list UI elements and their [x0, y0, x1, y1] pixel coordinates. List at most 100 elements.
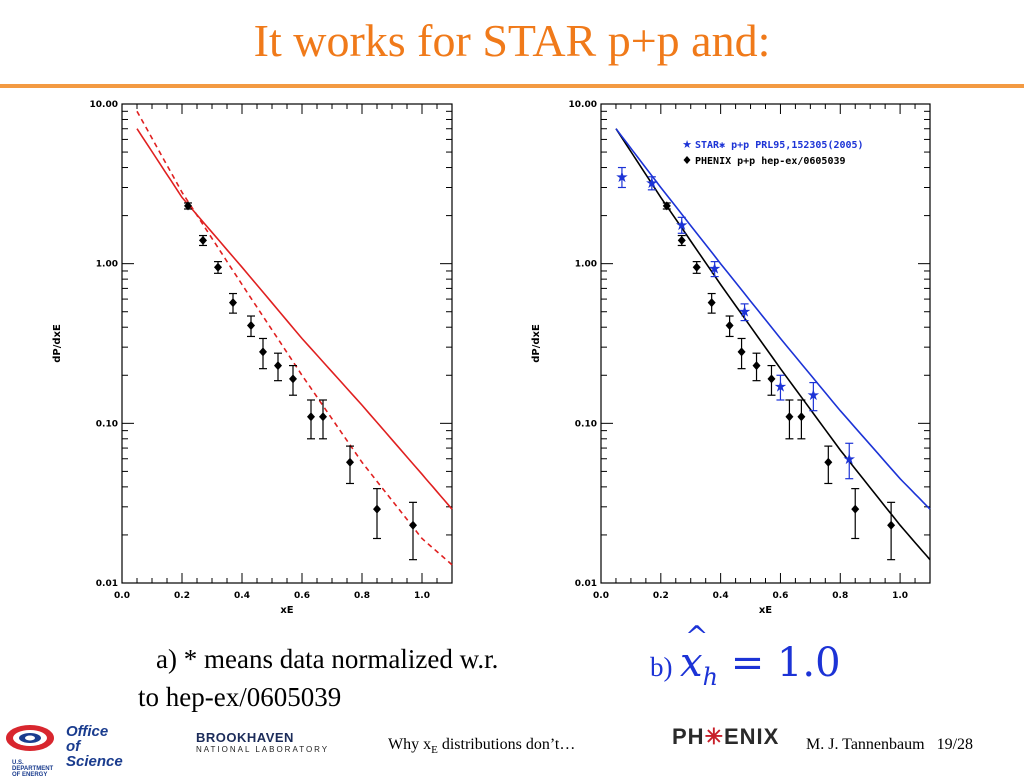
fit-curve	[615, 128, 931, 510]
x-tick-label: 0.2	[174, 591, 190, 601]
legend-entry: STAR✱ p+p PRL95,152305(2005)	[695, 140, 864, 151]
data-point-diamond	[373, 504, 381, 514]
caption-b-sub: h	[702, 663, 719, 691]
data-point-diamond	[346, 457, 354, 467]
caption-b-equation: xh = 1.0	[680, 640, 841, 691]
footer-title-prefix: Why x	[388, 736, 432, 753]
data-point-star: ★	[615, 168, 628, 186]
x-tick-label: 0.8	[832, 591, 848, 601]
data-point-star: ★	[645, 174, 658, 192]
data-point-diamond	[307, 412, 315, 422]
x-tick-label: 0.8	[354, 591, 370, 601]
x-tick-label: 0.6	[294, 591, 310, 601]
data-point-diamond	[887, 520, 896, 530]
data-point-star: ★	[843, 450, 856, 468]
data-point-diamond	[737, 347, 746, 357]
legend-diamond-icon	[683, 156, 691, 164]
data-point-diamond	[274, 361, 282, 371]
plot-a: 0.0 0.2 0.4 0.6 0.8 1.0 0.01 0.10 1.00 10.00 xE dP/…	[52, 100, 453, 616]
doe-line2: Science	[66, 753, 123, 770]
x-tick-label: 1.0	[414, 591, 430, 601]
y-tick-label: 10.00	[569, 100, 597, 110]
data-point-diamond	[409, 520, 417, 530]
page-number: 19/28	[936, 736, 974, 753]
legend-star-icon: ★	[682, 138, 692, 151]
x-tick-label: 0.0	[114, 591, 130, 601]
slide-title: It works for STAR p+p and:	[253, 15, 771, 66]
data-point-diamond	[851, 504, 860, 514]
office-of-science-logo: Office of Science U.S. DEPARTMENT OF ENER…	[4, 722, 123, 778]
plot-b: 0.0 0.2 0.4 0.6 0.8 1.0 0.01 0.10 1.00 10.00 xE dP/…	[531, 100, 931, 616]
plot-frame	[121, 103, 453, 584]
data-point-diamond	[289, 374, 297, 384]
data-point-star: ★	[738, 303, 751, 321]
y-tick-label: 0.01	[96, 579, 118, 589]
legend-entry: PHENIX p+p hep-ex/0605039	[695, 156, 846, 167]
data-point-diamond	[214, 262, 222, 272]
footer-author: M. J. Tannenbaum	[806, 736, 925, 753]
y-tick-label: 1.00	[575, 260, 597, 270]
footer-title-sub: E	[431, 744, 438, 757]
data-point-diamond	[662, 201, 671, 211]
x-tick-label: 0.4	[234, 591, 250, 601]
phenix-star-icon: ✳	[704, 724, 724, 749]
data-point-diamond	[725, 320, 734, 330]
phenix-logo: PH✳ENIX	[672, 724, 779, 750]
x-tick-label: 0.6	[772, 591, 788, 601]
bnl-bottom: NATIONAL LABORATORY	[196, 745, 330, 754]
x-tick-label: 1.0	[892, 591, 908, 601]
data-point-star: ★	[675, 216, 688, 234]
data-point-star: ★	[774, 378, 787, 396]
y-axis-label: dP/dxE	[531, 324, 542, 363]
data-point-diamond	[259, 347, 267, 357]
data-point-diamond	[677, 235, 686, 245]
fit-curve	[136, 128, 453, 510]
x-axis-label: xE	[759, 605, 772, 616]
phenix-b: ENIX	[724, 724, 780, 749]
x-tick-label: 0.2	[653, 591, 669, 601]
caption-a-line1: a) * means data normalized w.r.	[156, 644, 499, 674]
data-point-diamond	[797, 412, 806, 422]
data-point-diamond	[752, 361, 761, 371]
data-point-diamond	[707, 298, 716, 308]
caption-b-var: x	[680, 640, 703, 686]
data-point-diamond	[319, 412, 327, 422]
caption-b-label: b)	[650, 652, 673, 682]
doe-subtitle: U.S. DEPARTMENT OF ENERGY	[12, 760, 54, 778]
footer: Office of Science U.S. DEPARTMENT OF ENER…	[0, 716, 1024, 778]
y-tick-label: 0.01	[575, 579, 597, 589]
data-point-diamond	[229, 298, 237, 308]
doe-name: Office of Science	[66, 724, 123, 769]
caption-b-value: = 1.0	[718, 640, 841, 686]
doe-swirl-icon	[6, 725, 54, 751]
data-point-star: ★	[708, 260, 721, 278]
y-tick-label: 1.00	[96, 260, 118, 270]
y-axis-label: dP/dxE	[52, 324, 63, 363]
data-point-diamond	[767, 374, 776, 384]
phenix-a: PH	[672, 724, 705, 749]
brookhaven-logo: BROOKHAVEN NATIONAL LABORATORY	[196, 730, 329, 754]
data-point-diamond	[692, 262, 701, 272]
fit-curve	[615, 128, 931, 561]
data-point-diamond	[824, 457, 833, 467]
data-point-diamond	[199, 235, 207, 245]
footer-title-suffix: distributions don’t…	[437, 736, 576, 753]
data-point-diamond	[184, 201, 192, 211]
bnl-top: BROOKHAVEN	[196, 730, 294, 745]
data-point-diamond	[785, 412, 794, 422]
doe-line1: Office of	[66, 723, 109, 755]
x-axis-label: xE	[280, 605, 293, 616]
y-tick-label: 10.00	[90, 100, 118, 110]
fit-curve	[136, 110, 453, 566]
footer-author-page: M. J. Tannenbaum 19/28	[806, 736, 973, 754]
plots-canvas: 0.0 0.2 0.4 0.6 0.8 1.0 0.01 0.10 1.00 10.00 xE dP/…	[52, 100, 931, 616]
caption-a-line2: to hep-ex/0605039	[138, 682, 342, 712]
title-divider	[0, 84, 1024, 88]
data-point-diamond	[247, 320, 255, 330]
x-tick-label: 0.4	[713, 591, 729, 601]
footer-title: Why xE distributions don’t…	[388, 736, 575, 756]
x-tick-label: 0.0	[593, 591, 609, 601]
y-tick-label: 0.10	[575, 419, 597, 429]
data-point-star: ★	[807, 386, 820, 404]
y-tick-label: 0.10	[96, 419, 118, 429]
